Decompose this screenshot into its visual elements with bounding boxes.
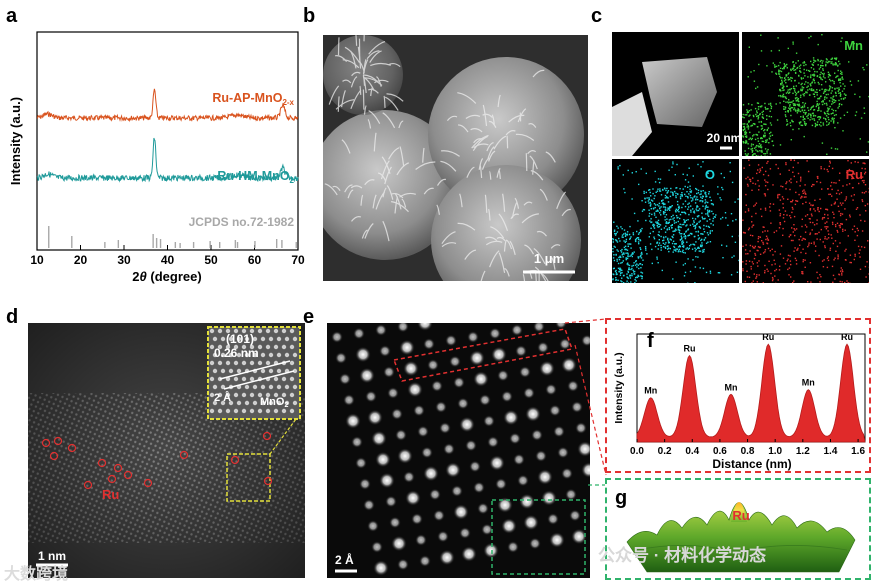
- profile-x-tick-5: 1.0: [768, 446, 782, 457]
- haadf-image: 2 Å: [327, 323, 590, 578]
- xrd-x-tick-0: 10: [30, 253, 44, 267]
- xrd-x-tick-4: 50: [204, 253, 218, 267]
- panel-label-g: g: [615, 487, 627, 509]
- profile-peak-0: Mn: [644, 386, 657, 396]
- profile-peak-5: Ru: [841, 332, 853, 342]
- profile-x-tick-2: 0.4: [685, 446, 699, 457]
- sem-flower-3: [431, 165, 581, 281]
- hrtem-image: (101) 0.26 nm 2 Å MnO2 Ru 1 nm: [28, 323, 305, 578]
- haadf-line-box: [392, 328, 573, 382]
- surface-ru-label: Ru: [732, 508, 749, 523]
- haadf-scale-label: 2 Å: [335, 552, 354, 567]
- hrtem-phase-label: MnO2: [260, 396, 288, 409]
- profile-x-tick-3: 0.6: [713, 446, 727, 457]
- xrd-y-label: Intensity (a.u.): [8, 97, 23, 185]
- profile-peak-1: Ru: [684, 344, 696, 354]
- profile-x-label: Distance (nm): [712, 457, 791, 471]
- profile-frame: [636, 333, 866, 443]
- profile-x-ticks: 0.0 0.2 0.4 0.6 0.8 1.0 1.2 1.4 1.6: [630, 439, 865, 457]
- xrd-x-tick-1: 20: [74, 253, 88, 267]
- watermark-left: 大数跨境: [4, 566, 69, 583]
- xrd-x-tick-3: 40: [161, 253, 175, 267]
- profile-x-tick-7: 1.4: [824, 446, 838, 457]
- hrtem-ru-markers: [41, 431, 273, 490]
- profile-x-tick-4: 0.8: [741, 446, 755, 457]
- panel-label-b: b: [303, 5, 316, 27]
- hrtem-scale-label: 1 nm: [38, 549, 66, 563]
- profile-panel: f Mn Ru Mn Ru Mn Ru 0.0 0.2 0.4 0.6 0.8 1.0 1.2 1.4 1…: [605, 318, 871, 473]
- eds-map-mn: Mn: [742, 32, 869, 156]
- profile-x-tick-0: 0.0: [630, 446, 644, 457]
- surface-panel: g Ru: [605, 478, 871, 580]
- xrd-x-tick-5: 60: [248, 253, 262, 267]
- profile-peak-2: Mn: [725, 382, 738, 392]
- xrd-x-ticks: 10 20 30 40 50 60 70: [30, 245, 305, 267]
- profile-x-tick-6: 1.2: [796, 446, 810, 457]
- profile-y-label: Intensity (a.u.): [613, 352, 625, 423]
- sem-scale-label: 1 μm: [534, 251, 564, 266]
- xrd-chart: 10 20 30 40 50 60 70 Ru-AP-MnO2-x Ru-HM-MnO2 J…: [8, 31, 305, 284]
- eds-map-o-label: O: [704, 167, 715, 182]
- hrtem-ru-label: Ru: [102, 487, 119, 502]
- xrd-legend-hm: Ru-HM-MnO2: [217, 169, 294, 185]
- surface-mesh: [626, 502, 856, 573]
- sem-flower-1: [323, 110, 460, 260]
- xrd-series-hm: [36, 137, 299, 183]
- profile-peak-labels: Mn Ru Mn Ru Mn Ru: [644, 332, 853, 396]
- panel-label-f: f: [647, 330, 654, 352]
- watermark-right: 公众号 · 材料化学动态: [598, 546, 767, 565]
- hrtem-inset-scale: 2 Å: [214, 391, 231, 404]
- xrd-series-ap: [36, 88, 299, 123]
- eds-haadf-image: 20 nm: [612, 32, 739, 156]
- panel-label-c: c: [591, 5, 603, 27]
- eds-map-ru: Ru: [742, 159, 869, 283]
- eds-scale-label: 20 nm: [707, 131, 739, 145]
- xrd-x-tick-2: 30: [117, 253, 131, 267]
- profile-area: [636, 343, 866, 443]
- hrtem-d-label: 0.26 nm: [214, 346, 259, 360]
- haadf-surface-box: [491, 499, 586, 575]
- eds-map-o: O: [612, 159, 739, 283]
- panel-label-a: a: [6, 5, 18, 27]
- xrd-reference-bars: [48, 226, 297, 248]
- panel-label-d: d: [6, 306, 19, 328]
- panel-label-e: e: [303, 306, 315, 328]
- xrd-x-tick-6: 70: [291, 253, 305, 267]
- surface-ru-peak: [731, 502, 747, 522]
- profile-x-tick-8: 1.6: [851, 446, 865, 457]
- profile-x-tick-1: 0.2: [658, 446, 672, 457]
- connector-lines: [564, 318, 607, 486]
- xrd-x-label: 2θ (degree): [132, 269, 201, 284]
- xrd-legend-ap: Ru-AP-MnO2-x: [212, 91, 294, 107]
- profile-peak-3: Ru: [762, 332, 774, 342]
- xrd-reference-label: JCPDS no.72-1982: [189, 215, 295, 229]
- hrtem-plane-label: (101): [226, 332, 254, 346]
- eds-map-ru-label: Ru: [845, 167, 863, 182]
- sem-image: 1 μm: [323, 35, 588, 281]
- eds-map-mn-label: Mn: [844, 38, 863, 53]
- profile-peak-4: Mn: [802, 378, 815, 388]
